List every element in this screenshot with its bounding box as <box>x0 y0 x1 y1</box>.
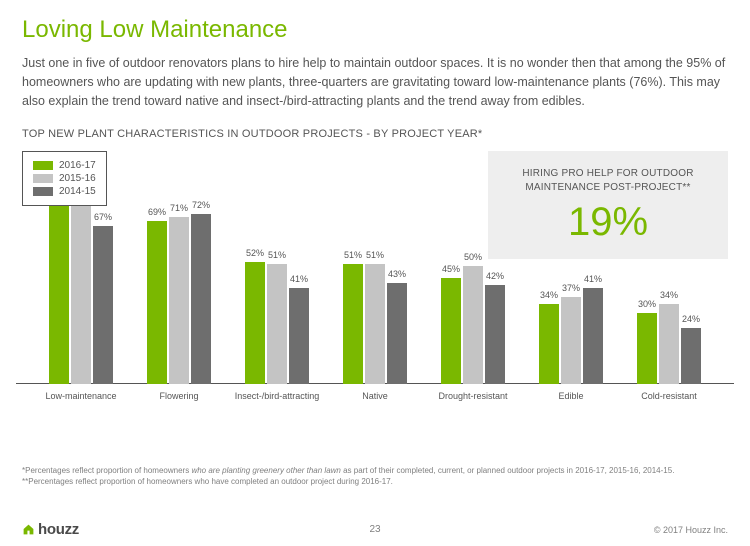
chart-legend: 2016-17 2015-16 2014-15 <box>22 151 107 206</box>
bar: 34% <box>659 304 679 384</box>
bar-value-label: 41% <box>290 274 308 284</box>
bar-group: 30%34%24% <box>637 304 701 384</box>
copyright: © 2017 Houzz Inc. <box>654 525 728 535</box>
bar: 71% <box>169 217 189 385</box>
legend-label: 2016-17 <box>59 160 96 171</box>
intro-paragraph: Just one in five of outdoor renovators p… <box>22 54 728 110</box>
bar-group: 45%50%42% <box>441 266 505 384</box>
legend-swatch <box>33 174 53 183</box>
bar-value-label: 42% <box>486 271 504 281</box>
bar-group: 69%71%72% <box>147 214 211 384</box>
callout-box: HIRING PRO HELP FOR OUTDOOR MAINTENANCE … <box>488 151 728 259</box>
bar-value-label: 43% <box>388 269 406 279</box>
bar: 78% <box>71 200 91 384</box>
bar: 42% <box>485 285 505 384</box>
legend-label: 2015-16 <box>59 173 96 184</box>
bar-group: 52%51%41% <box>245 262 309 385</box>
bar: 37% <box>561 297 581 384</box>
legend-item: 2016-17 <box>33 160 96 171</box>
callout-value: 19% <box>502 200 714 245</box>
category-label: Cold-resistant <box>641 385 697 402</box>
bar-value-label: 51% <box>366 250 384 260</box>
bar-value-label: 52% <box>246 248 264 258</box>
bar-value-label: 72% <box>192 200 210 210</box>
bar: 51% <box>267 264 287 384</box>
page-number: 23 <box>369 524 380 535</box>
chart-title: TOP NEW PLANT CHARACTERISTICS IN OUTDOOR… <box>22 128 728 140</box>
bar-value-label: 45% <box>442 264 460 274</box>
bar: 41% <box>583 288 603 385</box>
bar: 34% <box>539 304 559 384</box>
chart-area: 2016-17 2015-16 2014-15 HIRING PRO HELP FO… <box>22 148 728 438</box>
callout-label: HIRING PRO HELP FOR OUTDOOR MAINTENANCE … <box>502 167 714 194</box>
bar: 52% <box>245 262 265 385</box>
bar-value-label: 71% <box>170 203 188 213</box>
bar-value-label: 67% <box>94 212 112 222</box>
category-label: Insect-/bird-attracting <box>235 385 320 402</box>
bar: 50% <box>463 266 483 384</box>
bar-group: 34%37%41% <box>539 288 603 385</box>
category-label: Flowering <box>159 385 198 402</box>
category-label: Native <box>362 385 388 402</box>
bar-value-label: 37% <box>562 283 580 293</box>
bar: 45% <box>441 278 461 384</box>
bar-group: 51%51%43% <box>343 264 407 384</box>
category-label: Edible <box>558 385 583 402</box>
bar-value-label: 24% <box>682 314 700 324</box>
footnotes: *Percentages reflect proportion of homeo… <box>22 466 728 488</box>
bar-value-label: 30% <box>638 299 656 309</box>
bar: 30% <box>637 313 657 384</box>
legend-item: 2015-16 <box>33 173 96 184</box>
bar: 76% <box>49 205 69 384</box>
bar: 43% <box>387 283 407 384</box>
bar: 67% <box>93 226 113 384</box>
logo-text: houzz <box>38 521 79 538</box>
footnote-1-post: as part of their completed, current, or … <box>341 466 675 475</box>
bar: 51% <box>343 264 363 384</box>
bar: 51% <box>365 264 385 384</box>
bar: 69% <box>147 221 167 384</box>
logo: houzz <box>22 521 79 538</box>
footnote-1-em: who are planting greenery other than law… <box>191 466 340 475</box>
bar: 72% <box>191 214 211 384</box>
bar-value-label: 51% <box>268 250 286 260</box>
bar-value-label: 34% <box>540 290 558 300</box>
house-icon <box>22 523 35 536</box>
legend-swatch <box>33 187 53 196</box>
bar-value-label: 34% <box>660 290 678 300</box>
legend-swatch <box>33 161 53 170</box>
footnote-1-pre: *Percentages reflect proportion of homeo… <box>22 466 191 475</box>
bar-value-label: 51% <box>344 250 362 260</box>
bar-value-label: 41% <box>584 274 602 284</box>
category-label: Drought-resistant <box>438 385 507 402</box>
bar: 41% <box>289 288 309 385</box>
bar: 24% <box>681 328 701 385</box>
category-label: Low-maintenance <box>45 385 116 402</box>
footnote-2: **Percentages reflect proportion of home… <box>22 477 728 488</box>
bar-value-label: 69% <box>148 207 166 217</box>
legend-label: 2014-15 <box>59 186 96 197</box>
footnote-1: *Percentages reflect proportion of homeo… <box>22 466 728 477</box>
bar-value-label: 50% <box>464 252 482 262</box>
page-title: Loving Low Maintenance <box>22 16 728 44</box>
bar-group: 76%78%67% <box>49 200 113 384</box>
legend-item: 2014-15 <box>33 186 96 197</box>
footer: houzz 23 © 2017 Houzz Inc. <box>0 521 750 538</box>
